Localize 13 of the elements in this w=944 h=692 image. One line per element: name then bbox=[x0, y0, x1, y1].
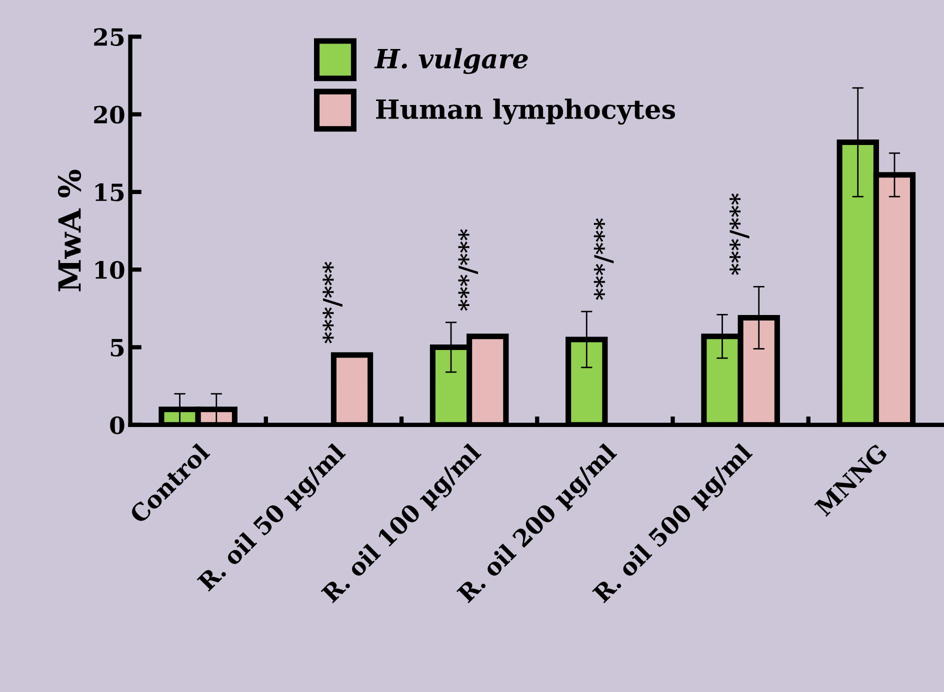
annotation: ***/*** bbox=[322, 262, 342, 344]
legend-label: Human lymphocytes bbox=[376, 98, 676, 125]
y-tick-label: 5 bbox=[110, 339, 124, 357]
annotation: ***/*** bbox=[594, 218, 614, 300]
y-tick-label: 15 bbox=[95, 183, 124, 202]
y-tick-label: 20 bbox=[94, 106, 124, 124]
legend-label: H. vulgare bbox=[374, 48, 528, 74]
y-tick-label: 25 bbox=[94, 28, 124, 46]
annotation: ***/*** bbox=[458, 229, 478, 311]
y-tick-label: 10 bbox=[95, 261, 124, 279]
y-axis-title: MwA % bbox=[58, 170, 82, 292]
annotation: ***/*** bbox=[730, 193, 750, 276]
y-tick-label: 0 bbox=[110, 416, 124, 434]
